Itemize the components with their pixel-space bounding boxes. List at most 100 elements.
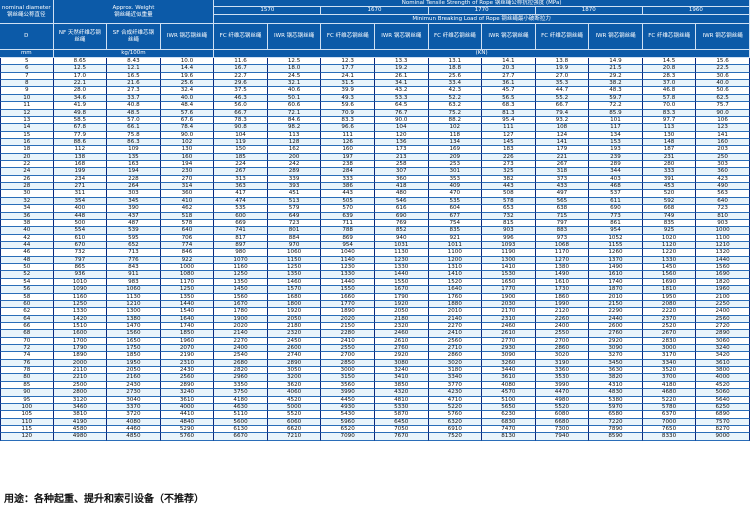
value-cell: 3620 xyxy=(267,381,322,390)
value-cell: 30.6 xyxy=(696,72,750,81)
unit-load: (KN) xyxy=(214,50,750,58)
value-cell: 3240 xyxy=(696,345,750,353)
value-cell: 403 xyxy=(589,175,643,184)
value-cell: 27.7 xyxy=(482,72,536,81)
value-cell: 518 xyxy=(160,212,215,220)
value-cell: 1300 xyxy=(107,308,161,316)
value-cell: 108 xyxy=(535,124,590,132)
value-cell: 1760 xyxy=(428,293,483,301)
value-cell: 732 xyxy=(53,249,108,257)
value-cell: 13.8 xyxy=(535,58,590,66)
value-cell: 3990 xyxy=(321,389,375,397)
value-cell: 1470 xyxy=(107,322,161,331)
value-cell: 173 xyxy=(374,146,429,154)
value-cell: 67.8 xyxy=(53,124,108,132)
value-cell: 852 xyxy=(374,227,429,235)
value-cell: 203 xyxy=(696,146,750,154)
value-cell: 25.6 xyxy=(428,72,483,81)
value-cell: 183 xyxy=(482,146,536,154)
value-cell: 258 xyxy=(374,161,429,169)
value-cell: 911 xyxy=(107,271,161,279)
value-cell: 3020 xyxy=(428,359,483,368)
value-cell: 3460 xyxy=(53,403,108,412)
diameter-cell: 10 xyxy=(0,94,54,103)
value-cell: 2190 xyxy=(160,352,215,360)
value-cell: 273 xyxy=(482,161,536,169)
value-cell: 102 xyxy=(160,138,215,147)
value-cell: 160 xyxy=(321,146,375,154)
value-cell: 3240 xyxy=(160,389,215,397)
value-cell: 3350 xyxy=(214,381,268,390)
value-cell: 4320 xyxy=(374,389,429,397)
value-cell: 983 xyxy=(107,278,161,287)
value-cell: 640 xyxy=(696,197,750,206)
value-cell: 2550 xyxy=(535,330,590,338)
value-cell: 4310 xyxy=(589,381,643,390)
value-cell: 3000 xyxy=(321,367,375,375)
value-cell: 1000 xyxy=(160,264,215,272)
value-cell: 835 xyxy=(642,219,697,228)
value-cell: 2430 xyxy=(160,367,215,375)
value-cell: 652 xyxy=(107,241,161,250)
value-cell: 451 xyxy=(267,190,322,198)
col-iwr-header: IWR 钢芯钢丝绳 xyxy=(267,24,322,50)
value-cell: 386 xyxy=(321,183,375,191)
value-cell: 311 xyxy=(53,190,108,198)
value-cell: 197 xyxy=(321,153,375,162)
value-cell: 5060 xyxy=(696,389,750,397)
value-cell: 7650 xyxy=(642,425,697,434)
value-cell: 213 xyxy=(374,153,429,162)
value-cell: 119 xyxy=(214,138,268,147)
value-cell: 2710 xyxy=(428,345,483,353)
diameter-cell: 76 xyxy=(0,359,54,368)
value-cell: 2140 xyxy=(428,315,483,323)
value-cell: 4980 xyxy=(53,433,108,441)
value-cell: 1950 xyxy=(107,359,161,368)
value-cell: 973 xyxy=(535,234,590,242)
value-cell: 835 xyxy=(428,227,483,235)
value-cell: 6910 xyxy=(428,425,483,434)
value-cell: 649 xyxy=(267,212,322,220)
value-cell: 280 xyxy=(642,161,697,169)
value-cell: 25.6 xyxy=(160,80,215,88)
value-cell: 3090 xyxy=(589,345,643,353)
value-cell: 160 xyxy=(160,153,215,162)
value-cell: 11.6 xyxy=(214,58,268,66)
value-cell: 3990 xyxy=(535,381,590,390)
value-cell: 741 xyxy=(214,227,268,235)
value-cell: 9000 xyxy=(696,433,750,441)
diameter-cell: 85 xyxy=(0,381,54,390)
value-cell: 2160 xyxy=(107,374,161,382)
value-cell: 3750 xyxy=(214,389,268,397)
value-cell: 123 xyxy=(696,124,750,132)
diameter-cell: 68 xyxy=(0,330,54,338)
value-cell: 3450 xyxy=(589,359,643,368)
value-cell: 773 xyxy=(589,212,643,220)
value-cell: 843 xyxy=(107,264,161,272)
value-cell: 117 xyxy=(589,124,643,132)
value-cell: 723 xyxy=(267,219,322,228)
value-cell: 148 xyxy=(642,138,697,147)
value-cell: 1740 xyxy=(160,322,215,331)
value-cell: 5290 xyxy=(160,425,215,434)
value-cell: 104 xyxy=(214,131,268,139)
value-cell: 2730 xyxy=(107,389,161,397)
value-cell: 2210 xyxy=(53,374,108,382)
value-cell: 4680 xyxy=(642,389,697,397)
value-cell: 7890 xyxy=(589,425,643,434)
value-cell: 490 xyxy=(696,183,750,191)
grade-header-1770: 1770 xyxy=(428,7,536,15)
value-cell: 749 xyxy=(642,212,697,220)
value-cell: 145 xyxy=(482,138,536,147)
value-cell: 354 xyxy=(53,197,108,206)
value-cell: 325 xyxy=(482,168,536,176)
diameter-cell: 52 xyxy=(0,271,54,279)
value-cell: 7670 xyxy=(374,433,429,441)
value-cell: 1550 xyxy=(374,278,429,287)
diameter-cell: 74 xyxy=(0,352,54,360)
col-iwr-header: IWR 钢芯钢丝绳 xyxy=(589,24,643,50)
value-cell: 52.2 xyxy=(428,94,483,103)
value-cell: 267 xyxy=(535,161,590,169)
value-cell: 130 xyxy=(642,131,697,139)
value-cell: 66.7 xyxy=(214,109,268,117)
